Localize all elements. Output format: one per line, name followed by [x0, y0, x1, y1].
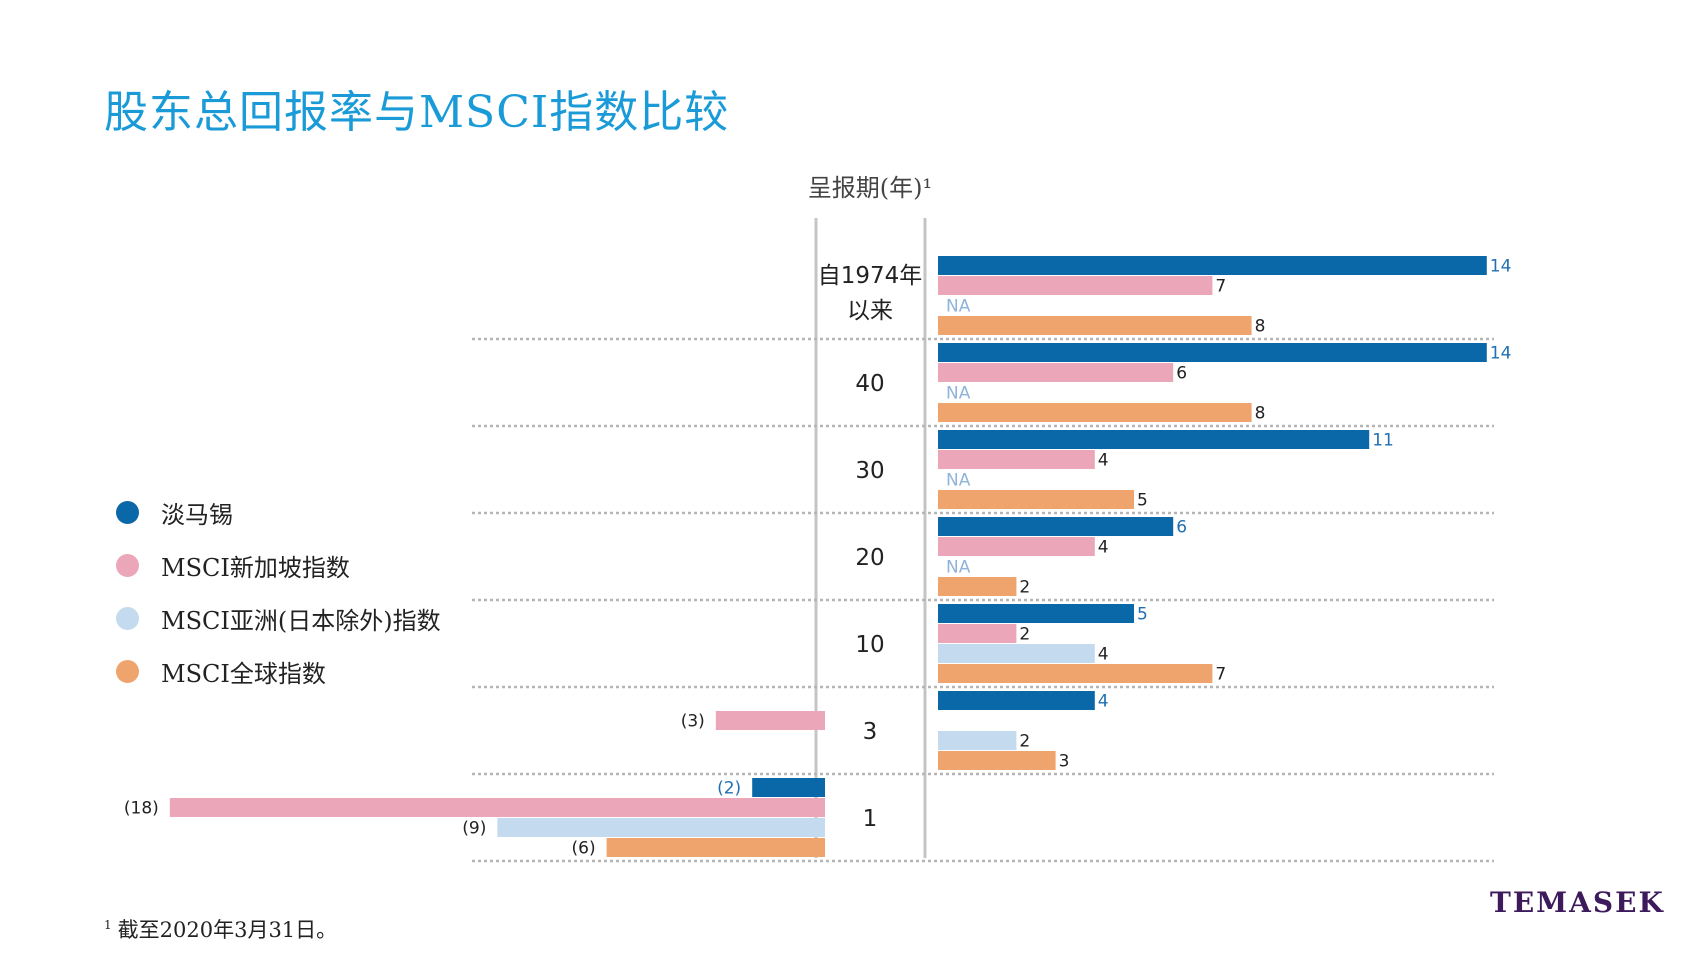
bar [938, 517, 1174, 536]
category-label: 20 [855, 545, 884, 571]
data-label: 4 [1098, 451, 1109, 471]
legend-item-temasek: 淡马锡 [116, 498, 441, 529]
bar [938, 691, 1095, 710]
legend-dot-icon [116, 553, 139, 577]
category-label: 1 [863, 806, 878, 832]
bar [938, 430, 1370, 449]
category-axis-title: 呈报期(年)¹ [808, 174, 932, 202]
data-label: 11 [1372, 431, 1394, 451]
data-label: 7 [1215, 665, 1226, 685]
legend-label: 淡马锡 [161, 500, 233, 529]
category-label: 以来 [847, 298, 893, 324]
bar [606, 838, 825, 857]
data-label: 5 [1137, 605, 1148, 625]
data-label-na: NA [946, 384, 971, 404]
bar [938, 403, 1252, 422]
data-label: 5 [1137, 491, 1148, 511]
data-label: 2 [1019, 625, 1030, 645]
bar [938, 577, 1017, 596]
category-label: 自1974年 [818, 263, 923, 289]
data-label: 6 [1176, 518, 1187, 538]
legend-label: MSCI全球指数 [161, 659, 326, 688]
data-label-na: NA [946, 471, 971, 491]
data-label: 8 [1255, 404, 1266, 424]
data-label: 6 [1176, 364, 1187, 384]
bar [938, 604, 1134, 623]
data-label: 4 [1098, 538, 1109, 558]
bar [938, 644, 1095, 663]
bar [938, 731, 1017, 750]
footnote-text: 截至2020年3月31日。 [117, 918, 338, 942]
data-label-na: NA [946, 558, 971, 578]
data-label: (6) [572, 839, 596, 859]
bar [938, 490, 1134, 509]
category-label: 40 [855, 371, 884, 397]
data-label: (3) [681, 712, 705, 732]
bar [169, 798, 826, 817]
data-label: 3 [1059, 752, 1070, 772]
data-label: 4 [1098, 645, 1109, 665]
bar [715, 711, 825, 730]
data-label: 7 [1215, 277, 1226, 297]
bar [938, 276, 1213, 295]
page-title: 股东总回报率与MSCI指数比较 [104, 87, 730, 138]
data-label: 2 [1019, 578, 1030, 598]
category-label: 30 [855, 458, 884, 484]
category-label: 10 [855, 632, 884, 658]
data-label: 14 [1490, 257, 1512, 277]
legend-item-msci-singapore: MSCI新加坡指数 [116, 551, 441, 582]
data-label: (9) [462, 819, 486, 839]
temasek-logo: TEMASEK [1490, 886, 1665, 919]
bar [938, 256, 1487, 275]
bar [938, 751, 1056, 770]
legend-item-msci-asia-ex-japan: MSCI亚洲(日本除外)指数 [116, 604, 441, 635]
data-label: 14 [1490, 344, 1512, 364]
bar [752, 778, 825, 797]
bar [938, 343, 1487, 362]
data-label: 4 [1098, 692, 1109, 712]
footnote: 1 截至2020年3月31日。 [104, 914, 337, 944]
legend-item-msci-world: MSCI全球指数 [116, 657, 441, 688]
data-label: 2 [1019, 732, 1030, 752]
category-label: 3 [863, 719, 878, 745]
footnote-mark: 1 [104, 918, 112, 932]
bar [938, 316, 1252, 335]
legend-label: MSCI亚洲(日本除外)指数 [161, 606, 441, 635]
bar [497, 818, 825, 837]
bar [938, 624, 1017, 643]
bar [938, 450, 1095, 469]
data-label: (18) [124, 799, 159, 819]
bar [938, 363, 1174, 382]
bar [938, 664, 1213, 683]
data-label: 8 [1255, 317, 1266, 337]
data-label: (2) [717, 779, 741, 799]
legend-dot-icon [116, 500, 139, 524]
legend-dot-icon [116, 606, 139, 630]
legend: 淡马锡 MSCI新加坡指数 MSCI亚洲(日本除外)指数 MSCI全球指数 [116, 498, 441, 710]
data-label-na: NA [946, 297, 971, 317]
legend-label: MSCI新加坡指数 [161, 553, 350, 582]
legend-dot-icon [116, 659, 139, 683]
bar [938, 537, 1095, 556]
